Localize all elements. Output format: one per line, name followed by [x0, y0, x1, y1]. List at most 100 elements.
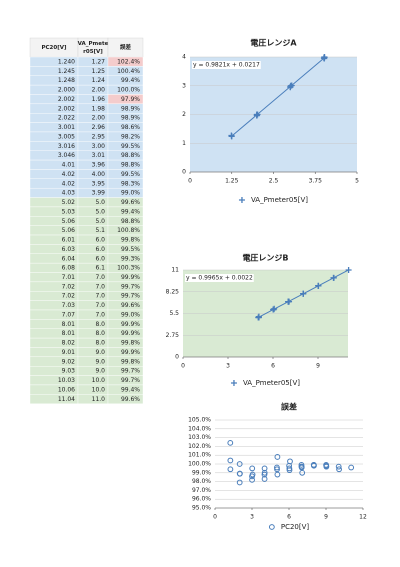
x-tick-label: 3 [226, 363, 230, 370]
marker [271, 305, 278, 312]
cell-text: 9.0 [95, 349, 105, 356]
cell-text: 99.0% [121, 190, 140, 197]
cell-text: 3.046 [58, 152, 75, 159]
marker [274, 454, 281, 460]
x-tick-label: 6 [271, 363, 275, 370]
cell-text: 102.4% [117, 58, 140, 65]
legend-label: VA_Pmeter05[V] [243, 379, 300, 387]
cell-text: 3.95 [92, 180, 106, 187]
cell-text: 5.06 [62, 218, 76, 225]
equation-box [192, 61, 261, 69]
cell-text: 5.06 [62, 227, 76, 234]
y-tick-label: 0 [175, 354, 179, 361]
chart-title: 誤差 [281, 402, 297, 412]
y-tick-label: 3 [182, 82, 186, 89]
cell-text: 8.01 [62, 330, 76, 337]
cell-text: 100.3% [117, 265, 140, 272]
cell-text: 4.01 [62, 162, 76, 169]
cell-text: 7.01 [62, 274, 76, 281]
x-tick-label: 3.75 [309, 178, 323, 185]
cell-text: 99.5% [121, 143, 140, 150]
cell-text: 3.96 [92, 162, 106, 169]
cell-text: 99.9% [121, 330, 140, 337]
x-tick-label: 0 [188, 178, 192, 185]
cell-text: 7.07 [62, 311, 76, 318]
cell-text: 8.0 [95, 330, 105, 337]
cell-text: 4.03 [62, 190, 76, 197]
marker [227, 457, 234, 464]
marker [255, 313, 262, 320]
marker [311, 462, 317, 469]
y-tick-label: 97.0% [192, 487, 211, 494]
marker [321, 54, 328, 61]
marker [274, 471, 281, 478]
cell-text: 8.01 [62, 321, 76, 328]
cell-text: 8.0 [95, 321, 105, 328]
cell-text: 11.04 [58, 396, 75, 403]
cell-text: 6.0 [95, 237, 105, 244]
cell-text: 2.022 [58, 115, 75, 122]
cell-text: 7.02 [62, 293, 76, 300]
cell-text: 7.02 [62, 283, 76, 290]
legend-marker [238, 197, 245, 203]
marker [249, 476, 255, 483]
cell-text: 2.002 [58, 96, 75, 103]
cell-text: 8.02 [62, 340, 76, 347]
cell-text: 99.9% [121, 349, 140, 356]
y-tick-label: 2.75 [166, 332, 180, 339]
marker [249, 465, 256, 472]
cell-text: 98.2% [121, 133, 140, 140]
y-tick-label: 99.0% [192, 469, 211, 476]
trendline-equation: y = 0.9821x + 0.0217 [193, 62, 260, 69]
cell-text: 3.01 [92, 152, 106, 159]
trendline [231, 57, 325, 137]
cell-text: 1.240 [58, 58, 75, 65]
x-tick-label: 5 [355, 178, 359, 185]
x-tick-label: 9 [324, 514, 328, 521]
cell-text: 98.8% [121, 218, 140, 225]
y-tick-label: 104.0% [188, 425, 211, 432]
cell-text: 98.3% [121, 180, 140, 187]
x-tick-label: 0 [181, 363, 185, 370]
cell-text: 1.96 [92, 96, 106, 103]
y-tick-label: 5.5 [169, 310, 179, 317]
cell-text: 4.02 [62, 171, 76, 178]
table-cell [107, 394, 144, 404]
cell-text: 9.0 [95, 358, 105, 365]
cell-text: 3.016 [58, 143, 75, 150]
cell-text: 2.95 [92, 133, 106, 140]
cell-text: 99.4% [121, 386, 140, 393]
marker [323, 463, 330, 470]
cell-text: 11.0 [92, 396, 106, 403]
marker [315, 282, 322, 289]
marker [299, 469, 306, 476]
cell-text: 99.5% [121, 246, 140, 253]
marker [261, 469, 268, 476]
x-tick-label: 6 [287, 514, 291, 521]
cell-text: 9.0 [95, 368, 105, 375]
chart-title: 電圧レンジB [242, 253, 288, 263]
legend-label: PC20[V] [281, 523, 310, 531]
marker [348, 464, 355, 471]
cell-text: 7.0 [95, 311, 105, 318]
marker [336, 466, 342, 473]
y-tick-label: 4 [182, 54, 186, 61]
cell-text: 98.6% [121, 124, 140, 131]
y-tick-label: 100.0% [188, 461, 211, 468]
equation-box [185, 274, 254, 282]
cell-text: 2.002 [58, 105, 75, 112]
x-tick-label: 2.5 [269, 178, 279, 185]
marker [298, 464, 305, 471]
cell-text: 3.99 [92, 190, 106, 197]
cell-text: 2.96 [92, 124, 106, 131]
cell-text: 6.04 [62, 255, 76, 262]
cell-text: 99.7% [121, 283, 140, 290]
cell-text: 99.8% [121, 237, 140, 244]
cell-text: 1.24 [92, 77, 106, 84]
cell-text: 9.01 [62, 349, 76, 356]
marker [249, 471, 256, 478]
cell-text: 2.000 [58, 87, 75, 94]
y-tick-label: 96.0% [192, 496, 211, 503]
cell-text: 3.00 [92, 143, 106, 150]
